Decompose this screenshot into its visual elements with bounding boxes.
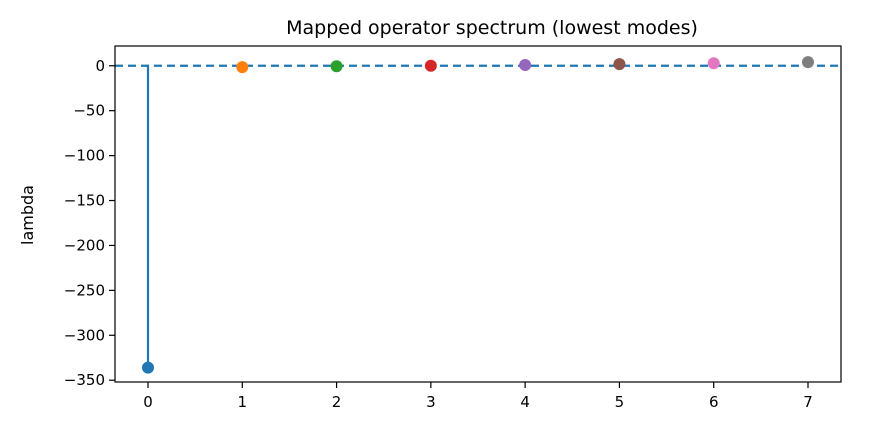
- data-point-5: [613, 58, 626, 71]
- y-tick-label-3: −150: [64, 192, 105, 210]
- x-tick-label-2: 2: [332, 393, 342, 411]
- y-tick-label-1: −50: [73, 102, 105, 120]
- x-tick-label-5: 5: [615, 393, 625, 411]
- plot-frame: [114, 45, 842, 383]
- x-tick-label-3: 3: [426, 393, 436, 411]
- y-tick-label-7: −350: [64, 371, 105, 389]
- y-tick-label-5: −250: [64, 281, 105, 299]
- data-point-1: [236, 61, 249, 74]
- y-tick-label-4: −200: [64, 236, 105, 254]
- y-tick-label-6: −300: [64, 326, 105, 344]
- plot-area: 0 1 2 3 4 5 6 7 0 −50 −100 −150 −200 −250 −300 −350: [64, 45, 842, 411]
- x-tick-label-1: 1: [238, 393, 248, 411]
- data-point-3: [424, 59, 437, 72]
- data-point-4: [519, 59, 532, 72]
- x-tick-label-6: 6: [709, 393, 719, 411]
- x-tick-label-0: 0: [143, 393, 153, 411]
- data-point-2: [330, 60, 343, 73]
- y-tick-label-0: 0: [95, 57, 105, 75]
- data-point-6: [707, 57, 720, 70]
- x-tick-label-7: 7: [803, 393, 813, 411]
- y-axis-label: lambda: [18, 185, 37, 245]
- data-point-0: [142, 361, 154, 374]
- chart-title: Mapped operator spectrum (lowest modes): [286, 17, 698, 39]
- y-tick-label-2: −100: [64, 147, 105, 165]
- x-tick-label-4: 4: [520, 393, 530, 411]
- data-point-7: [802, 56, 814, 69]
